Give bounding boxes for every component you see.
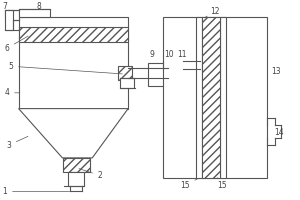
Bar [196, 17, 202, 178]
Text: 14: 14 [274, 128, 284, 137]
Bar [220, 17, 226, 178]
Text: 4: 4 [4, 88, 20, 97]
Text: 8: 8 [36, 2, 41, 11]
Text: 5: 5 [8, 62, 122, 74]
Bar [174, 59, 183, 81]
Text: 12: 12 [206, 7, 219, 17]
Bar [118, 66, 132, 80]
Text: 10: 10 [164, 50, 174, 59]
Text: 1: 1 [2, 187, 70, 196]
Bar [63, 158, 90, 172]
Polygon shape [19, 109, 128, 158]
Bar [5, 10, 19, 20]
Text: 13: 13 [272, 67, 281, 76]
Text: 3: 3 [6, 136, 28, 150]
Text: 6: 6 [4, 36, 28, 53]
Bar [120, 78, 134, 88]
Bar [19, 9, 50, 17]
Bar [19, 27, 128, 42]
Bar [5, 10, 13, 30]
Text: 11: 11 [177, 50, 187, 59]
Bar [168, 61, 176, 71]
Bar [68, 172, 84, 186]
Text: 9: 9 [150, 50, 154, 59]
Bar [19, 17, 128, 109]
Text: 7: 7 [2, 2, 7, 11]
Bar [148, 63, 168, 86]
Text: 15: 15 [217, 178, 226, 190]
Text: 15: 15 [180, 179, 197, 190]
Bar [202, 17, 220, 178]
Bar [163, 17, 268, 178]
Text: 2: 2 [79, 169, 103, 180]
